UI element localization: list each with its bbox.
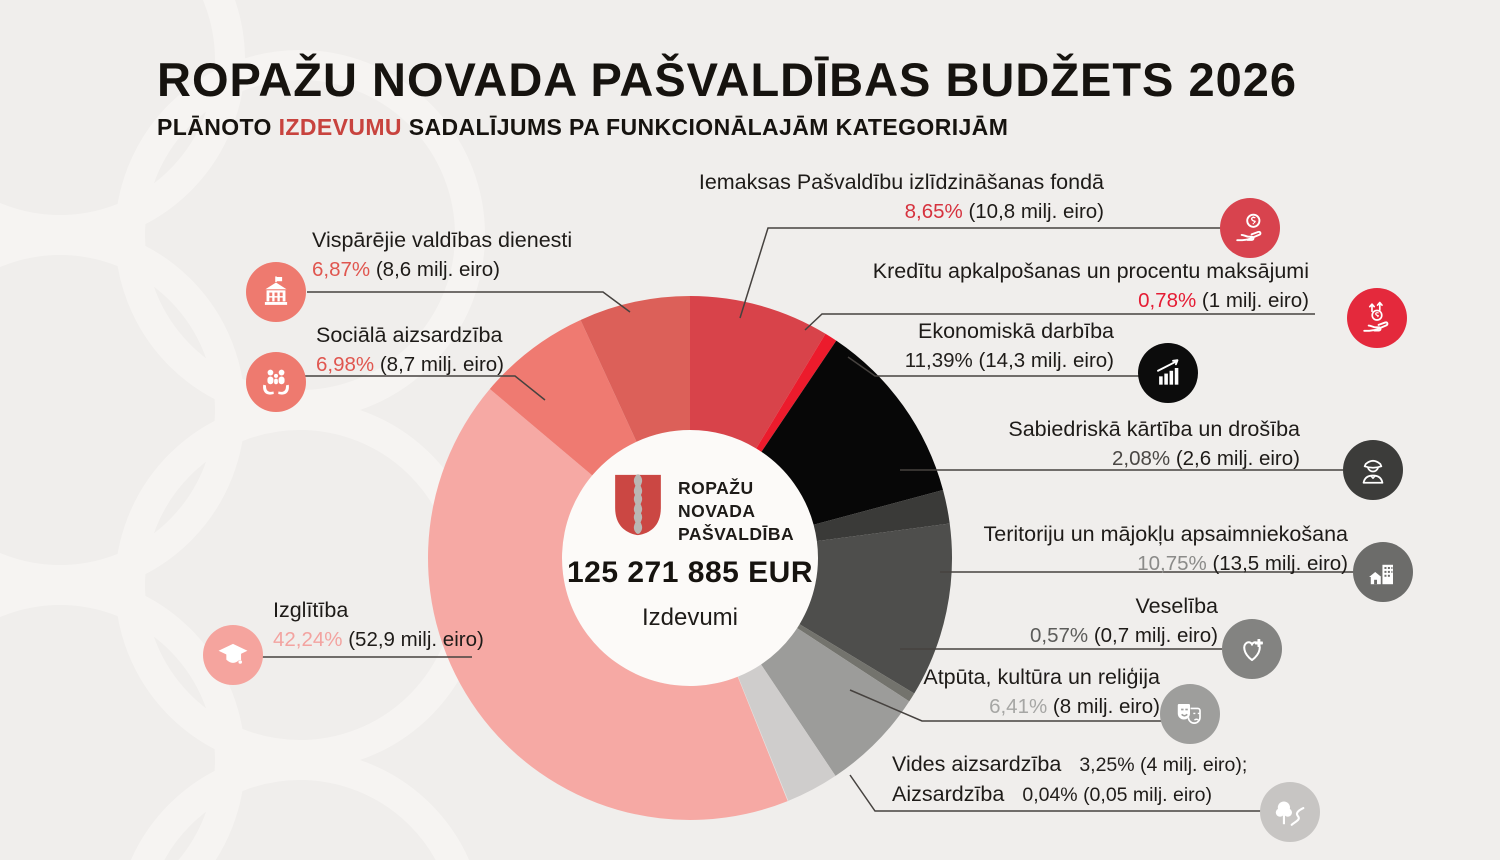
category-percent: 0,57% [1029,624,1089,647]
org-name: ROPAŽU NOVADA PAŠVALDĪBA [678,473,794,546]
donut-segment [690,296,826,449]
donut-segment [813,489,950,542]
donut-segment [580,296,690,442]
budget-total: 125 271 885 EUR [566,556,813,589]
label-atputa: Atpūta, kultūra un reliģija 6,41% (8 mil… [923,665,1160,719]
label-teritoriju: Teritoriju un mājokļu apsaimniekošana 10… [984,522,1349,576]
label-sociala: Sociālā aizsardzība 6,98% (8,7 milj. eir… [316,323,504,377]
donut-segment [756,333,837,452]
category-amount: (2,6 milj. eiro) [1175,447,1300,470]
category-name: Veselība [1135,594,1218,618]
category-name: Iemaksas Pašvaldību izlīdzināšanas fondā [698,170,1104,194]
org-name-line: ROPAŽU [678,478,754,498]
donut-segment [797,624,915,702]
graduation-cap-icon [203,625,263,685]
category-percent: 6,41% [989,695,1048,718]
category-name: Vispārējie valdības dienesti [312,228,573,252]
heart-plus-icon [1222,619,1282,679]
municipality-logo: ROPAŽU NOVADA PAŠVALDĪBA [613,473,794,546]
nature-road-icon [1260,782,1320,842]
connector-line [849,689,1162,722]
donut-segment [799,523,952,694]
connector-line [849,774,1262,812]
category-amount: (10,8 milj. eiro) [968,200,1104,223]
category-percent: 10,75% [1137,552,1207,575]
category-name: Sociālā aizsardzība [316,323,503,347]
category-amount: (8,6 milj. eiro) [375,258,501,281]
category-percent: 6,87% [312,258,371,281]
label-sabiedriska: Sabiedriskā kārtība un drošība 2,08% (2,… [1008,417,1300,471]
donut-segment [738,664,836,801]
category-percent: 11,39% [904,349,973,372]
donut-segment [761,628,910,776]
connector-line [307,291,631,313]
government-building-icon [246,262,306,322]
category-name: Aizsardzība [892,782,1005,806]
label-kreditu: Kredītu apkalpošanas un procentu maksāju… [873,259,1309,313]
category-amount: (0,7 milj. eiro) [1093,624,1218,647]
police-officer-icon [1343,440,1403,500]
donut-segment [489,319,637,476]
coat-of-arms-icon [615,474,661,536]
category-amount: (8 milj. eiro) [1052,695,1160,718]
category-percent: 3,25% [1079,754,1135,776]
subtitle-prefix: PLĀNOTO [157,114,279,140]
buildings-icon [1353,542,1413,602]
page-title: ROPAŽU NOVADA PAŠVALDĪBAS BUDŽETS 2026 [157,53,1298,106]
org-name-line: PAŠVALDĪBA [678,524,795,544]
label-vides-aizsardziba: Vides aizsardzība 3,25% (4 milj. eiro); … [892,752,1247,812]
subtitle-suffix: SADALĪJUMS PA FUNKCIONĀLAJĀM KATEGORIJĀM [401,114,1009,140]
category-name: Teritoriju un mājokļu apsaimniekošana [983,522,1349,546]
theater-masks-icon [1160,684,1220,744]
donut-segment [761,340,944,525]
donut-segment [428,388,788,820]
category-name: Izglītība [273,598,349,622]
budget-caption: Izdevumi [641,604,739,631]
category-name: Vides aizsardzība [892,752,1062,776]
subtitle-highlight: IZDEVUMU [278,114,402,140]
connector-line [739,227,1222,319]
family-care-icon [246,352,306,412]
category-amount: (4 milj. eiro); [1140,754,1248,776]
label-ekonomiska: Ekonomiskā darbība 11,39% (14,3 milj. ei… [905,319,1114,373]
category-percent: 0,78% [1138,289,1197,312]
label-iemaksas: Iemaksas Pašvaldību izlīdzināšanas fondā… [699,170,1104,224]
label-veseliba: Veselība 0,57% (0,7 milj. eiro) [1030,594,1218,648]
category-name: Kredītu apkalpošanas un procentu maksāju… [872,259,1309,283]
category-name: Ekonomiskā darbība [918,319,1114,343]
category-name: Atpūta, kultūra un reliģija [923,665,1160,689]
category-amount: (14,3 milj. eiro) [978,349,1114,372]
connector-line [305,375,546,401]
category-name: Sabiedriskā kārtība un drošība [1008,417,1300,441]
category-amount: (1 milj. eiro) [1201,289,1309,312]
category-percent: 0,04% [1022,784,1078,806]
category-percent: 42,24% [273,628,343,651]
connector-line [804,313,1315,331]
label-izglitiba: Izglītība 42,24% (52,9 milj. eiro) [273,598,484,652]
category-amount: (13,5 milj. eiro) [1212,552,1348,575]
category-amount: (52,9 milj. eiro) [348,628,484,651]
category-percent: 2,08% [1111,447,1171,470]
donut-segment [737,676,789,802]
page-subtitle: PLĀNOTO IZDEVUMU SADALĪJUMS PA FUNKCIONĀ… [157,114,1008,141]
category-amount: (8,7 milj. eiro) [379,353,505,376]
coin-hand-icon [1220,198,1280,258]
category-percent: 6,98% [316,353,375,376]
category-percent: 8,65% [904,200,963,223]
bar-chart-icon [1138,343,1198,403]
money-growth-icon [1347,288,1407,348]
category-amount: (0,05 milj. eiro) [1083,784,1213,806]
connector-line [847,356,1140,377]
label-visparejie: Vispārējie valdības dienesti 6,87% (8,6 … [312,228,572,282]
org-name-line: NOVADA [678,501,756,521]
